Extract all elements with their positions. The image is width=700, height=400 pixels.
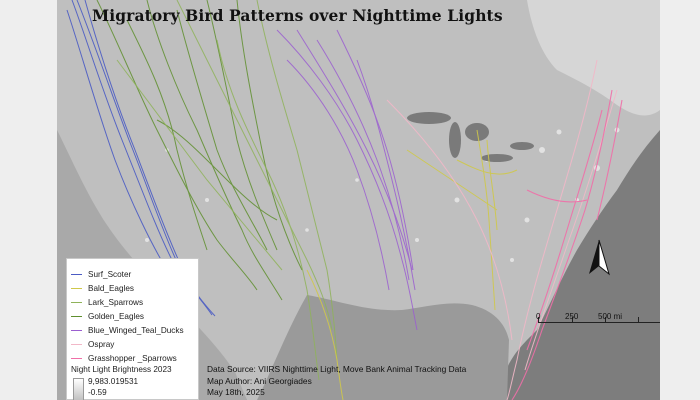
legend-label: Golden_Eagles [88,311,144,321]
brightness-title: Night Light Brightness 2023 [71,365,172,374]
legend-item-grasshopper-sparrows: Grasshopper _Sparrows [71,351,177,365]
track-bald-eagles [306,129,518,400]
map-credits: Data Source: VIIRS Nighttime Light, Move… [207,364,466,399]
track-golden-eagles [96,0,303,301]
line-swatch-icon [71,287,82,289]
brightness-ramp [73,378,84,400]
legend-panel: Surf_Scoter Bald_Eagles Lark_Sparrows Go… [66,258,199,400]
map-frame[interactable]: Migratory Bird Patterns over Nighttime L… [57,0,660,400]
data-source-text: Data Source: VIIRS Nighttime Light, Move… [207,364,467,374]
track-grasshopper-sparrows [511,89,623,400]
legend-item-bald-eagles: Bald_Eagles [71,281,134,295]
legend-item-golden-eagles: Golden_Eagles [71,309,144,323]
line-swatch-icon [71,343,82,345]
scale-label-250: 250 [565,312,579,321]
brightness-min: -0.59 [88,388,107,397]
land-area [57,0,660,400]
northern-region [527,0,660,116]
legend-label: Lark_Sparrows [88,297,144,307]
line-swatch-icon [71,273,82,275]
scale-line [538,322,660,323]
legend-item-blue-winged-teal: Blue_Winged_Teal_Ducks [71,323,184,337]
brightness-max: 9,983.019531 [88,377,139,386]
legend-label: Surf_Scoter [88,269,132,279]
scale-label-500: 500 mi [598,312,623,321]
legend-item-lark-sparrows: Lark_Sparrows [71,295,143,309]
scale-tick [638,317,639,323]
map-canvas[interactable] [57,0,660,400]
north-arrow-icon [589,239,610,276]
line-swatch-icon [71,329,82,331]
legend-item-ospray: Ospray [71,337,114,351]
legend-label: Grasshopper _Sparrows [88,353,177,363]
line-swatch-icon [71,315,82,317]
track-blue-winged-teal [276,29,418,331]
scale-label-0: 0 [536,312,541,321]
map-author-text: Map Author: Ani Georgiades [207,375,312,386]
map-title: Migratory Bird Patterns over Nighttime L… [92,6,503,25]
legend-label: Ospray [88,339,115,349]
scale-tick [538,317,539,323]
line-swatch-icon [71,357,82,359]
great-lakes [407,112,534,162]
legend-item-surf-scoter: Surf_Scoter [71,267,131,281]
scale-tick [605,317,606,323]
map-date-text: May 18th, 2025 [207,387,265,397]
scale-tick [572,317,573,323]
line-swatch-icon [71,301,82,303]
gulf-of-mexico [257,295,509,400]
track-lark-sparrows [116,0,338,381]
legend-label: Blue_Winged_Teal_Ducks [88,325,184,335]
legend-label: Bald_Eagles [88,283,134,293]
